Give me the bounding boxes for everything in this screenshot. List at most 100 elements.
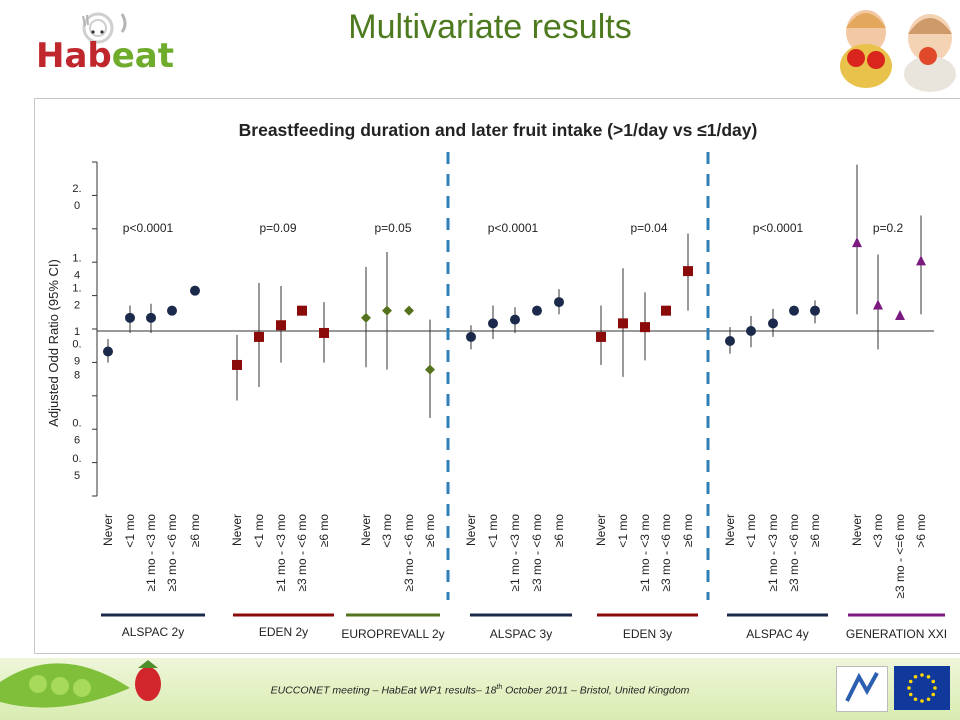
x-category-label: <1 mo xyxy=(252,514,266,548)
x-category-label: ≥3 mo - <6 mo xyxy=(530,514,544,592)
x-category-label: ≥3 mo - <=6 mo xyxy=(893,514,907,599)
eu-star xyxy=(920,673,924,677)
or-point xyxy=(103,346,113,357)
x-category-label: Never xyxy=(359,514,373,546)
or-point xyxy=(789,305,799,316)
eu-star xyxy=(908,692,913,697)
habeat-logo xyxy=(82,12,127,44)
p-value-label: p=0.04 xyxy=(630,221,667,235)
cohort-label: EDEN 2y xyxy=(259,625,308,639)
y-tick-label: 9 xyxy=(74,356,80,368)
y-tick-label: 5 xyxy=(74,470,80,482)
y-tick-label: 1. xyxy=(72,282,81,294)
or-point xyxy=(510,314,520,325)
eu-star xyxy=(926,674,931,679)
or-point xyxy=(146,312,156,323)
or-point xyxy=(916,255,926,266)
eu-star xyxy=(907,686,911,690)
x-category-label: ≥3 mo - <6 mo xyxy=(165,514,179,592)
eu-star xyxy=(913,674,918,679)
x-category-label: <3 mo xyxy=(380,514,394,548)
x-category-label: ≥1 mo - <3 mo xyxy=(766,514,780,592)
or-point xyxy=(404,305,414,316)
x-category-label: Never xyxy=(230,514,244,546)
y-axis-label: Adjusted Odd Ratio (95% CI) xyxy=(46,259,61,427)
or-point xyxy=(361,312,371,323)
x-category-label: ≥6 mo xyxy=(317,514,331,548)
or-point xyxy=(167,305,177,316)
x-category-label: Never xyxy=(723,514,737,546)
cohort-label: EDEN 3y xyxy=(623,627,672,641)
or-point xyxy=(852,237,862,248)
or-point xyxy=(768,318,778,329)
x-category-label: ≥3 mo - <6 mo xyxy=(402,514,416,592)
cohort-label: GENERATION XXI xyxy=(846,627,947,641)
or-point xyxy=(895,310,905,321)
or-point xyxy=(276,320,286,331)
or-point xyxy=(554,297,564,308)
x-category-label: ≥1 mo - <3 mo xyxy=(274,514,288,592)
or-point xyxy=(873,299,883,310)
x-category-label: ≥1 mo - <3 mo xyxy=(638,514,652,592)
or-point xyxy=(810,305,820,316)
or-point xyxy=(382,305,392,316)
x-category-label: ≥6 mo xyxy=(188,514,202,548)
or-point xyxy=(125,312,135,323)
cohort-label: EUROPREVALL 2y xyxy=(341,627,444,641)
or-point xyxy=(618,318,628,329)
or-point xyxy=(725,335,735,346)
x-category-label: ≥6 mo xyxy=(808,514,822,548)
cohort-label: ALSPAC 4y xyxy=(746,627,808,641)
eu-star xyxy=(926,697,931,702)
cohort-label: ALSPAC 3y xyxy=(490,627,552,641)
footer-caption: EUCCONET meeting – HabEat WP1 results– 1… xyxy=(270,684,690,697)
x-category-label: Never xyxy=(464,514,478,546)
y-tick-label: 8 xyxy=(74,369,80,381)
or-point xyxy=(532,305,542,316)
p-value-label: p=0.2 xyxy=(873,221,904,235)
eu-star xyxy=(931,679,936,684)
cohort-label: ALSPAC 2y xyxy=(122,625,184,639)
or-point xyxy=(746,326,756,336)
eu-star xyxy=(931,692,936,697)
y-tick-label: 0 xyxy=(74,200,80,212)
or-point xyxy=(596,331,606,342)
p-value-label: p<0.0001 xyxy=(123,221,174,235)
pea-pod-image xyxy=(0,660,161,708)
x-category-label: Never xyxy=(850,514,864,546)
y-tick-label: 2 xyxy=(74,299,80,311)
y-tick-label: 0. xyxy=(72,339,81,351)
x-category-label: ≥6 mo xyxy=(423,514,437,548)
or-point xyxy=(661,305,671,316)
eu-star xyxy=(933,686,937,690)
x-category-label: ≥3 mo - <6 mo xyxy=(787,514,801,592)
or-point xyxy=(319,327,329,338)
x-category-label: Never xyxy=(594,514,608,546)
x-category-label: <1 mo xyxy=(123,514,137,548)
x-category-label: Never xyxy=(101,514,115,546)
x-category-label: <1 mo xyxy=(744,514,758,548)
chart-title: Breastfeeding duration and later fruit i… xyxy=(239,120,758,140)
eu-star xyxy=(908,679,913,684)
y-tick-label: 0. xyxy=(72,453,81,465)
or-point xyxy=(425,364,435,375)
fp7-logo xyxy=(836,666,888,712)
slide-content-frame xyxy=(34,98,960,654)
or-point xyxy=(683,266,693,277)
page-title: Multivariate results xyxy=(348,8,632,46)
y-tick-label: 1 xyxy=(74,326,80,338)
or-point xyxy=(254,331,264,342)
x-category-label: ≥3 mo - <6 mo xyxy=(295,514,309,592)
y-tick-label: 2. xyxy=(72,183,81,195)
p-value-label: p=0.05 xyxy=(374,221,411,235)
p-value-label: p=0.09 xyxy=(259,221,296,235)
or-point xyxy=(232,359,242,370)
x-category-label: >6 mo xyxy=(914,514,928,548)
x-category-label: ≥6 mo xyxy=(681,514,695,548)
p-value-label: p<0.0001 xyxy=(753,221,804,235)
habeat-logo-text: Habeat xyxy=(36,36,175,76)
eu-star xyxy=(913,697,918,702)
or-point xyxy=(466,331,476,342)
header-band xyxy=(0,0,960,96)
